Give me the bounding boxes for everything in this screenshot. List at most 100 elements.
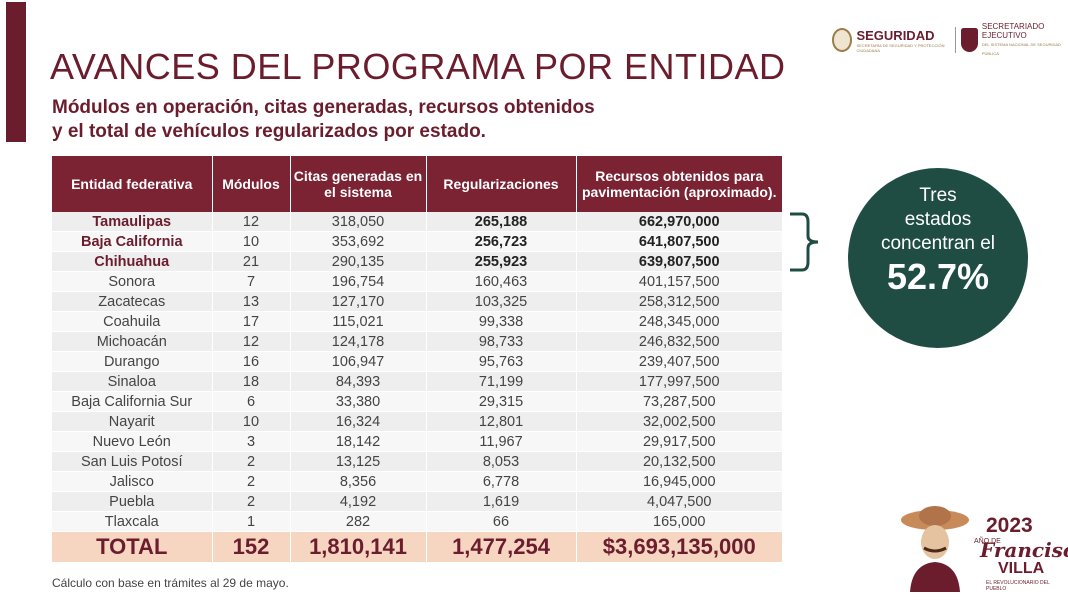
cell-entidad: Nuevo León	[52, 431, 213, 452]
callout-text: Tres estados concentran el	[848, 184, 1028, 256]
cell-entidad: Tamaulipas	[52, 212, 213, 232]
cell-entidad: Chihuahua	[52, 251, 213, 272]
logo-seguridad-text: SEGURIDAD	[856, 27, 935, 43]
cell-modulos: 13	[212, 291, 291, 312]
cell-entidad: Durango	[52, 351, 213, 372]
cell-entidad: Puebla	[52, 491, 213, 512]
cell-modulos: 17	[212, 311, 291, 332]
table-row: Tlaxcala 1 282 66 165,000	[52, 511, 782, 532]
cell-entidad: Tlaxcala	[52, 511, 213, 532]
cell-citas: 318,050	[290, 212, 427, 232]
callout-circle: Tres estados concentran el 52.7%	[848, 168, 1028, 348]
cell-regularizaciones: 103,325	[426, 291, 577, 312]
cell-modulos: 2	[212, 471, 291, 492]
cell-citas: 18,142	[290, 431, 427, 452]
logo-sesnsp: SECRETARIADO EJECUTIVO DEL SISTEMA NACIO…	[982, 22, 1062, 58]
cell-recursos: 20,132,500	[576, 451, 782, 472]
table-row: Nuevo León 3 18,142 11,967 29,917,500	[52, 431, 782, 452]
cell-entidad: Sinaloa	[52, 371, 213, 392]
cell-citas: 115,021	[290, 311, 427, 332]
total-row: TOTAL 152 1,810,141 1,477,254 $3,693,135,000	[52, 531, 782, 563]
table-row: Sinaloa 18 84,393 71,199 177,997,500	[52, 371, 782, 392]
sesnsp-shield-icon	[961, 28, 978, 52]
cell-regularizaciones: 66	[426, 511, 577, 532]
col-header-regularizaciones: Regularizaciones	[426, 156, 577, 212]
cell-citas: 8,356	[290, 471, 427, 492]
logo-sesnsp-subtext: DEL SISTEMA NACIONAL DE SEGURIDAD PÚBLIC…	[981, 42, 1061, 56]
cell-regularizaciones: 6,778	[426, 471, 577, 492]
total-cell-citas: 1,810,141	[290, 531, 427, 563]
cell-entidad: Coahuila	[52, 311, 213, 332]
cell-citas: 33,380	[290, 391, 427, 412]
cell-recursos: 248,345,000	[576, 311, 782, 332]
col-header-recursos: Recursos obtenidos para pavimentación (a…	[576, 156, 782, 212]
logo-seguridad: SEGURIDAD SECRETARÍA DE SEGURIDAD Y PROT…	[852, 28, 948, 53]
table-row: Chihuahua 21 290,135 255,923 639,807,500	[52, 251, 782, 272]
total-cell-entidad: TOTAL	[52, 531, 213, 563]
col-header-modulos: Módulos	[212, 156, 291, 212]
page-subtitle: Módulos en operación, citas generadas, r…	[52, 96, 595, 144]
cell-recursos: 258,312,500	[576, 291, 782, 312]
cell-recursos: 662,970,000	[576, 212, 782, 232]
cell-modulos: 12	[212, 212, 291, 232]
cell-modulos: 12	[212, 331, 291, 352]
cell-recursos: 401,157,500	[576, 271, 782, 292]
table-row: Jalisco 2 8,356 6,778 16,945,000	[52, 471, 782, 492]
cell-citas: 84,393	[290, 371, 427, 392]
cell-regularizaciones: 1,619	[426, 491, 577, 512]
states-table: Entidad federativa Módulos Citas generad…	[52, 156, 782, 563]
national-seal-icon	[832, 28, 853, 52]
cell-citas: 353,692	[290, 231, 427, 252]
table-header-row: Entidad federativa Módulos Citas generad…	[52, 156, 782, 212]
cell-citas: 127,170	[290, 291, 427, 312]
cell-regularizaciones: 99,338	[426, 311, 577, 332]
table-row: Tamaulipas 12 318,050 265,188 662,970,000	[52, 212, 782, 232]
callout-line-2: estados	[904, 209, 972, 230]
cell-citas: 4,192	[290, 491, 427, 512]
cell-regularizaciones: 11,967	[426, 431, 577, 452]
total-cell-recursos: $3,693,135,000	[576, 531, 782, 563]
cell-modulos: 6	[212, 391, 291, 412]
anniversary-year: 2023	[986, 514, 1033, 537]
bracket-icon	[790, 212, 819, 272]
table-row: Puebla 2 4,192 1,619 4,047,500	[52, 491, 782, 512]
table-row: San Luis Potosí 2 13,125 8,053 20,132,500	[52, 451, 782, 472]
cell-regularizaciones: 265,188	[426, 212, 577, 232]
subtitle-line-1: Módulos en operación, citas generadas, r…	[52, 97, 595, 118]
cell-recursos: 177,997,500	[576, 371, 782, 392]
cell-entidad: Sonora	[52, 271, 213, 292]
decorative-side-bar	[6, 2, 26, 142]
page-title: AVANCES DEL PROGRAMA POR ENTIDAD	[50, 46, 786, 87]
logo-separator	[954, 27, 956, 53]
cell-citas: 106,947	[290, 351, 427, 372]
cell-citas: 13,125	[290, 451, 427, 472]
table-row: Baja California Sur 6 33,380 29,315 73,287,5…	[52, 391, 782, 412]
cell-modulos: 1	[212, 511, 291, 532]
cell-regularizaciones: 160,463	[426, 271, 577, 292]
cell-modulos: 10	[212, 231, 291, 252]
cell-citas: 16,324	[290, 411, 427, 432]
callout-percent: 52.7%	[886, 256, 990, 297]
header-logos: SEGURIDAD SECRETARÍA DE SEGURIDAD Y PROT…	[832, 22, 1062, 58]
cell-recursos: 639,807,500	[576, 251, 782, 272]
table-row: Michoacán 12 124,178 98,733 246,832,500	[52, 331, 782, 352]
subtitle-line-2: y el total de vehículos regularizados po…	[52, 121, 486, 142]
logo-seguridad-subtext: SECRETARÍA DE SEGURIDAD Y PROTECCIÓN CIU…	[856, 42, 945, 53]
cell-modulos: 21	[212, 251, 291, 272]
cell-citas: 290,135	[290, 251, 427, 272]
anniversary-small: AÑO DE	[974, 538, 1001, 545]
cell-recursos: 29,917,500	[576, 431, 782, 452]
cell-recursos: 32,002,500	[576, 411, 782, 432]
cell-modulos: 7	[212, 271, 291, 292]
cell-modulos: 2	[212, 451, 291, 472]
table-row: Baja California 10 353,692 256,723 641,807,5…	[52, 231, 782, 252]
cell-citas: 196,754	[290, 271, 427, 292]
cell-recursos: 239,407,500	[576, 351, 782, 372]
cell-modulos: 16	[212, 351, 291, 372]
cell-entidad: San Luis Potosí	[52, 451, 213, 472]
cell-regularizaciones: 8,053	[426, 451, 577, 472]
footnote: Cálculo con base en trámites al 29 de ma…	[52, 576, 289, 590]
anniversary-name2: VILLA	[998, 560, 1045, 577]
cell-regularizaciones: 95,763	[426, 351, 577, 372]
cell-regularizaciones: 29,315	[426, 391, 577, 412]
